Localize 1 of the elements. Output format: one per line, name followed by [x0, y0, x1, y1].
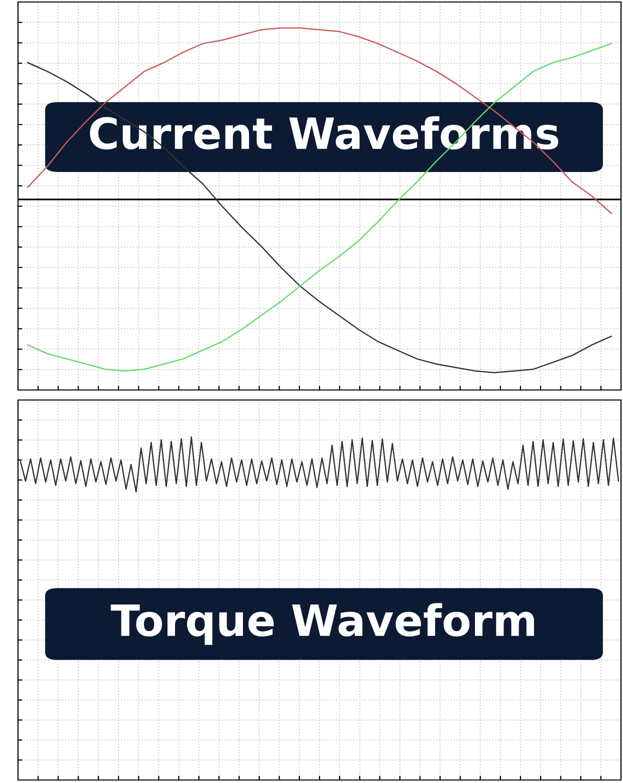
text: Torque Waveform	[110, 603, 534, 645]
